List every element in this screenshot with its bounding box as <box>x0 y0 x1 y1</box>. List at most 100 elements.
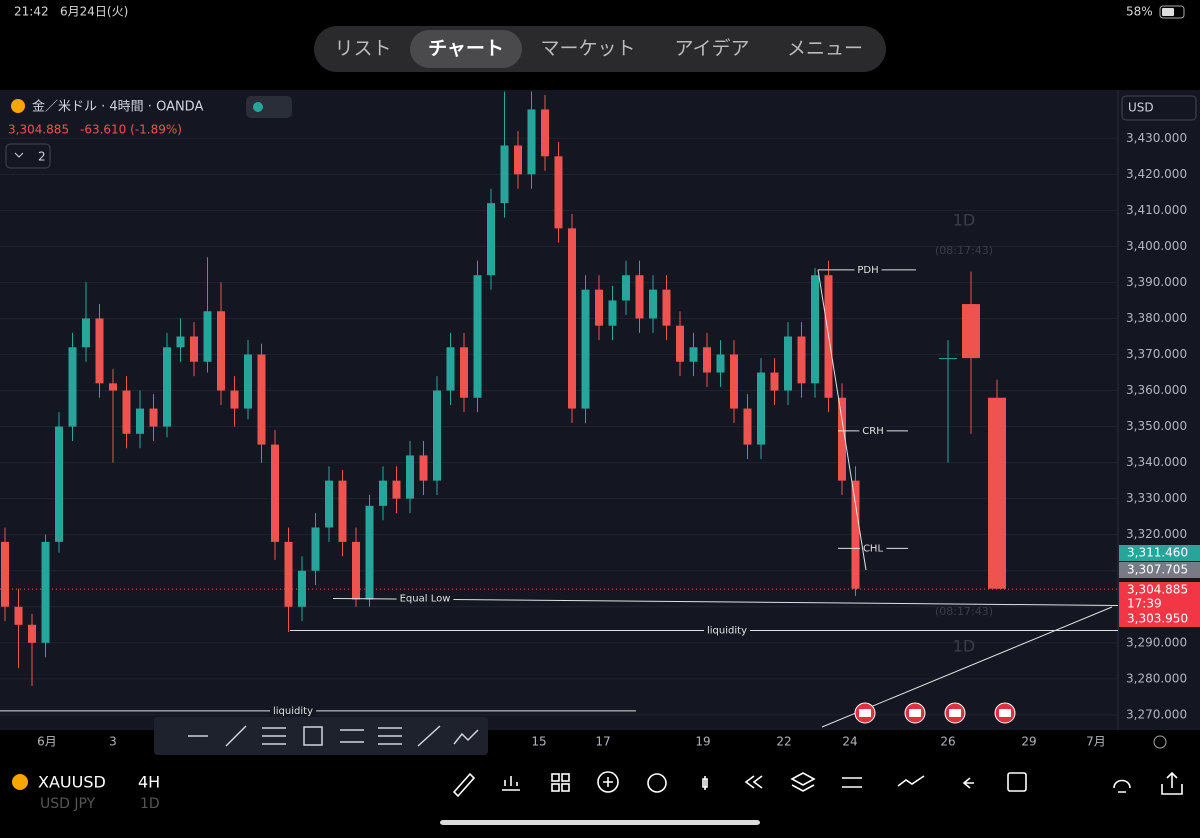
trend-line <box>817 269 867 571</box>
candle-body <box>406 455 414 499</box>
candle-body <box>939 358 957 360</box>
tab[interactable]: リスト <box>334 38 391 60</box>
candle-body <box>649 289 657 319</box>
candle-body <box>770 372 779 391</box>
tab[interactable]: メニュー <box>787 38 863 60</box>
candle-body <box>716 354 725 373</box>
level-label: liquidity <box>273 706 313 717</box>
candle-body <box>662 289 671 326</box>
bottom-interval[interactable]: 4H <box>138 773 160 792</box>
y-tick-label: 3,390.000 <box>1126 275 1187 289</box>
x-tick-label: 24 <box>842 735 857 749</box>
x-tick-label: 3 <box>109 735 117 749</box>
y-tick-label: 3,270.000 <box>1126 707 1187 721</box>
timer-label: (08:17:43) <box>935 605 993 618</box>
chevron-icon <box>14 152 24 158</box>
indicator-count: 2 <box>38 150 46 164</box>
drawing-tools <box>188 725 479 747</box>
y-tick-label: 3,370.000 <box>1126 347 1187 361</box>
candle-body <box>365 505 374 600</box>
x-tick-label: 22 <box>776 735 791 749</box>
timeframe-label: 1D <box>953 211 976 230</box>
status-badge <box>246 96 292 118</box>
legend-change: -63.610 (-1.89%) <box>80 123 182 137</box>
x-tick-label: 7月 <box>1086 735 1106 749</box>
candle-body <box>473 275 482 398</box>
bottom-toolbar[interactable] <box>452 771 1183 798</box>
event-flag-icon <box>859 709 871 717</box>
candle-body <box>95 318 104 384</box>
candle-body <box>784 336 792 391</box>
timeframe-label: 1D <box>953 637 976 656</box>
x-tick-label: 29 <box>1021 735 1036 749</box>
chart-area <box>0 90 1200 730</box>
y-tick-label: 3,330.000 <box>1126 491 1187 505</box>
candle-body <box>68 347 77 427</box>
candle-body <box>568 228 576 409</box>
candle-body <box>284 541 293 607</box>
level-label-bg <box>396 593 454 605</box>
x-tick-label: 26 <box>940 735 955 749</box>
candle-body <box>392 480 401 499</box>
x-tick-label: 19 <box>695 735 710 749</box>
candle-body <box>811 275 819 384</box>
candle-body <box>122 390 131 434</box>
candle-body <box>635 275 644 319</box>
candle-body <box>379 480 387 506</box>
currency-label: USD <box>1128 101 1154 115</box>
level-label: Equal Low <box>400 593 451 604</box>
candle-body <box>703 347 711 373</box>
ghost-symbol: USD JPY <box>40 796 96 812</box>
home-indicator <box>440 820 760 825</box>
event-flag-icon <box>999 709 1011 717</box>
candle-body <box>962 304 980 359</box>
candle-body <box>500 145 509 204</box>
price-tag-label: 3,304.885 <box>1127 583 1188 597</box>
candle-body <box>581 289 590 409</box>
indicator-toggle[interactable] <box>5 143 51 169</box>
timer-label: (08:17:43) <box>935 244 993 257</box>
candle-body <box>487 203 495 276</box>
candle-body <box>851 480 860 589</box>
level-label-bg <box>859 425 887 437</box>
candle-body <box>41 541 50 643</box>
candle-body <box>230 390 239 409</box>
candle-body <box>689 347 698 362</box>
currency-select[interactable] <box>1121 95 1197 121</box>
tab[interactable]: アイデア <box>674 38 749 60</box>
level-label-bg <box>859 543 887 555</box>
candle-body <box>82 318 90 348</box>
candle-body <box>622 275 630 301</box>
bottom-symbol[interactable]: XAUUSD <box>38 773 106 792</box>
status-date: 6月24日(火) <box>60 5 128 19</box>
level-label: PDH <box>857 265 878 276</box>
y-tick-label: 3,380.000 <box>1126 311 1187 325</box>
x-tick-label: 15 <box>531 735 546 749</box>
price-tag <box>1119 545 1200 561</box>
tab[interactable]: チャート <box>428 38 504 60</box>
candle-body <box>163 347 171 427</box>
candle-body <box>257 354 266 445</box>
candle-body <box>797 336 806 384</box>
candle-body <box>190 336 198 362</box>
candle-body <box>743 408 752 445</box>
status-time: 21:42 <box>14 5 49 19</box>
candle-body <box>176 336 185 348</box>
price-tag <box>1119 611 1200 627</box>
settings-icon[interactable] <box>1153 735 1167 749</box>
battery-level <box>1162 8 1174 16</box>
candle-body <box>149 408 158 427</box>
candle-body <box>419 455 428 481</box>
candle-body <box>271 444 279 542</box>
candle-body <box>446 347 455 391</box>
candle-body <box>203 311 212 362</box>
level-label: liquidity <box>707 626 747 637</box>
candle-body <box>136 408 144 434</box>
candle-body <box>460 347 468 398</box>
y-tick-label: 3,430.000 <box>1126 131 1187 145</box>
candle-body <box>554 156 563 229</box>
tab[interactable]: マーケット <box>540 38 635 60</box>
price-tag-label: 3,311.460 <box>1127 546 1188 560</box>
drawing-toolbar <box>154 717 488 755</box>
candle-body <box>433 390 441 481</box>
